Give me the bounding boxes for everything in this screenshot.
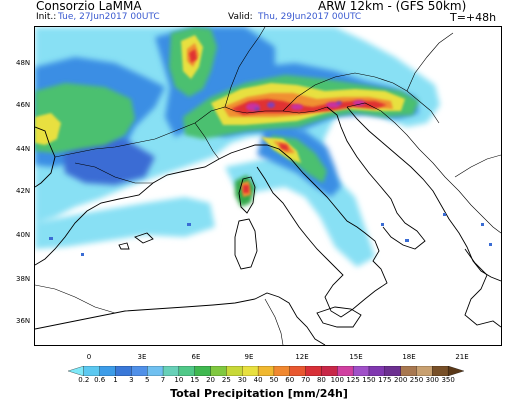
colorbar-tick-label: 7 <box>160 376 166 384</box>
colorbar-tick-label: 10 <box>174 376 184 384</box>
colorbar-segment <box>352 366 370 376</box>
valid-label: Valid: <box>228 12 253 22</box>
colorbar-segment <box>210 366 228 376</box>
colorbar-tick-label: 70 <box>301 376 311 384</box>
colorbar-tick-label: 0.2 <box>78 376 90 384</box>
colorbar-tick-label: 30 <box>237 376 247 384</box>
lead-time: T=+48h <box>450 11 497 24</box>
lat-label-36n: 36N <box>16 317 31 325</box>
colorbar-tick-label: 60 <box>285 376 295 384</box>
valid-value: Thu, 29Jun2017 00UTC <box>258 12 362 22</box>
colorbar-segment <box>257 366 275 376</box>
colorbar-segment <box>305 366 323 376</box>
lon-label-12e: 12E <box>295 353 309 361</box>
colorbar-segment <box>147 366 164 376</box>
colorbar-segment <box>131 366 148 376</box>
colorbar-segment <box>289 366 307 376</box>
lon-label-9e: 9E <box>244 353 254 361</box>
colorbar-tick-label: 125 <box>346 376 360 384</box>
colorbar-segment <box>242 366 259 376</box>
precip-scattered-cells <box>49 213 492 256</box>
lon-label-21e: 21E <box>455 353 469 361</box>
colorbar-segment <box>162 366 180 376</box>
colorbar-tick-label: 1 <box>113 376 118 384</box>
lon-label-0: 0 <box>86 353 92 361</box>
colorbar-tick-label: 20 <box>206 376 216 384</box>
precipitation-map <box>34 26 502 346</box>
colorbar-tick-label: 5 <box>144 376 150 384</box>
colorbar-tick-label: 3 <box>129 376 134 384</box>
colorbar-segment <box>337 366 354 376</box>
lon-label-3e: 3E <box>137 353 147 361</box>
colorbar-tick-label: 200 <box>393 376 408 384</box>
colorbar-tick-label: 100 <box>330 376 344 384</box>
colorbar <box>68 366 464 376</box>
lat-label-44n: 44N <box>16 145 31 153</box>
colorbar-tick-label: 0.6 <box>94 376 106 384</box>
colorbar-segment <box>448 366 464 376</box>
borders <box>35 27 501 345</box>
colorbar-tick-label: 15 <box>190 376 200 384</box>
colorbar-segment <box>321 366 338 376</box>
colorbar-segment <box>226 366 243 376</box>
lat-label-42n: 42N <box>16 187 31 195</box>
colorbar-segment <box>432 366 449 376</box>
colorbar-tick-label: 350 <box>441 376 455 384</box>
colorbar-tick-label: 150 <box>362 376 376 384</box>
colorbar-tick-label: 300 <box>425 376 439 384</box>
colorbar-segment <box>115 366 133 376</box>
lat-label-46n: 46N <box>16 101 31 109</box>
colorbar-segment <box>400 366 418 376</box>
colorbar-segment <box>368 366 386 376</box>
colorbar-tick-label: 40 <box>253 376 263 384</box>
colorbar-title: Total Precipitation [mm/24h] <box>170 387 348 400</box>
lon-label-15e: 15E <box>349 353 363 361</box>
colorbar-segment <box>273 366 291 376</box>
lon-label-6e: 6E <box>191 353 201 361</box>
lon-label-18e: 18E <box>402 353 416 361</box>
colorbar-segment <box>416 366 433 376</box>
map-canvas <box>35 27 501 345</box>
colorbar-segment <box>99 366 117 376</box>
colorbar-tick-label: 175 <box>378 376 392 384</box>
colorbar-tick-label: 50 <box>269 376 279 384</box>
model-title: ARW 12km - (GFS 50km) <box>318 0 467 13</box>
init-value: Tue, 27Jun2017 00UTC <box>58 12 160 22</box>
colorbar-segment <box>178 366 196 376</box>
colorbar-tick-label: 25 <box>221 376 231 384</box>
colorbar-segment <box>83 366 101 376</box>
colorbar-tick-label: 80 <box>316 376 326 384</box>
lat-label-38n: 38N <box>16 275 31 283</box>
init-label: Init.: <box>36 12 57 22</box>
lat-label-40n: 40N <box>16 231 31 239</box>
colorbar-tick-label: 250 <box>409 376 424 384</box>
lat-label-48n: 48N <box>16 59 31 67</box>
org-title: Consorzio LaMMA <box>36 0 142 13</box>
coastlines <box>35 106 501 345</box>
colorbar-segment <box>194 366 212 376</box>
precip-layer-magenta <box>246 100 365 111</box>
colorbar-segment <box>384 366 402 376</box>
colorbar-segment <box>68 366 84 376</box>
